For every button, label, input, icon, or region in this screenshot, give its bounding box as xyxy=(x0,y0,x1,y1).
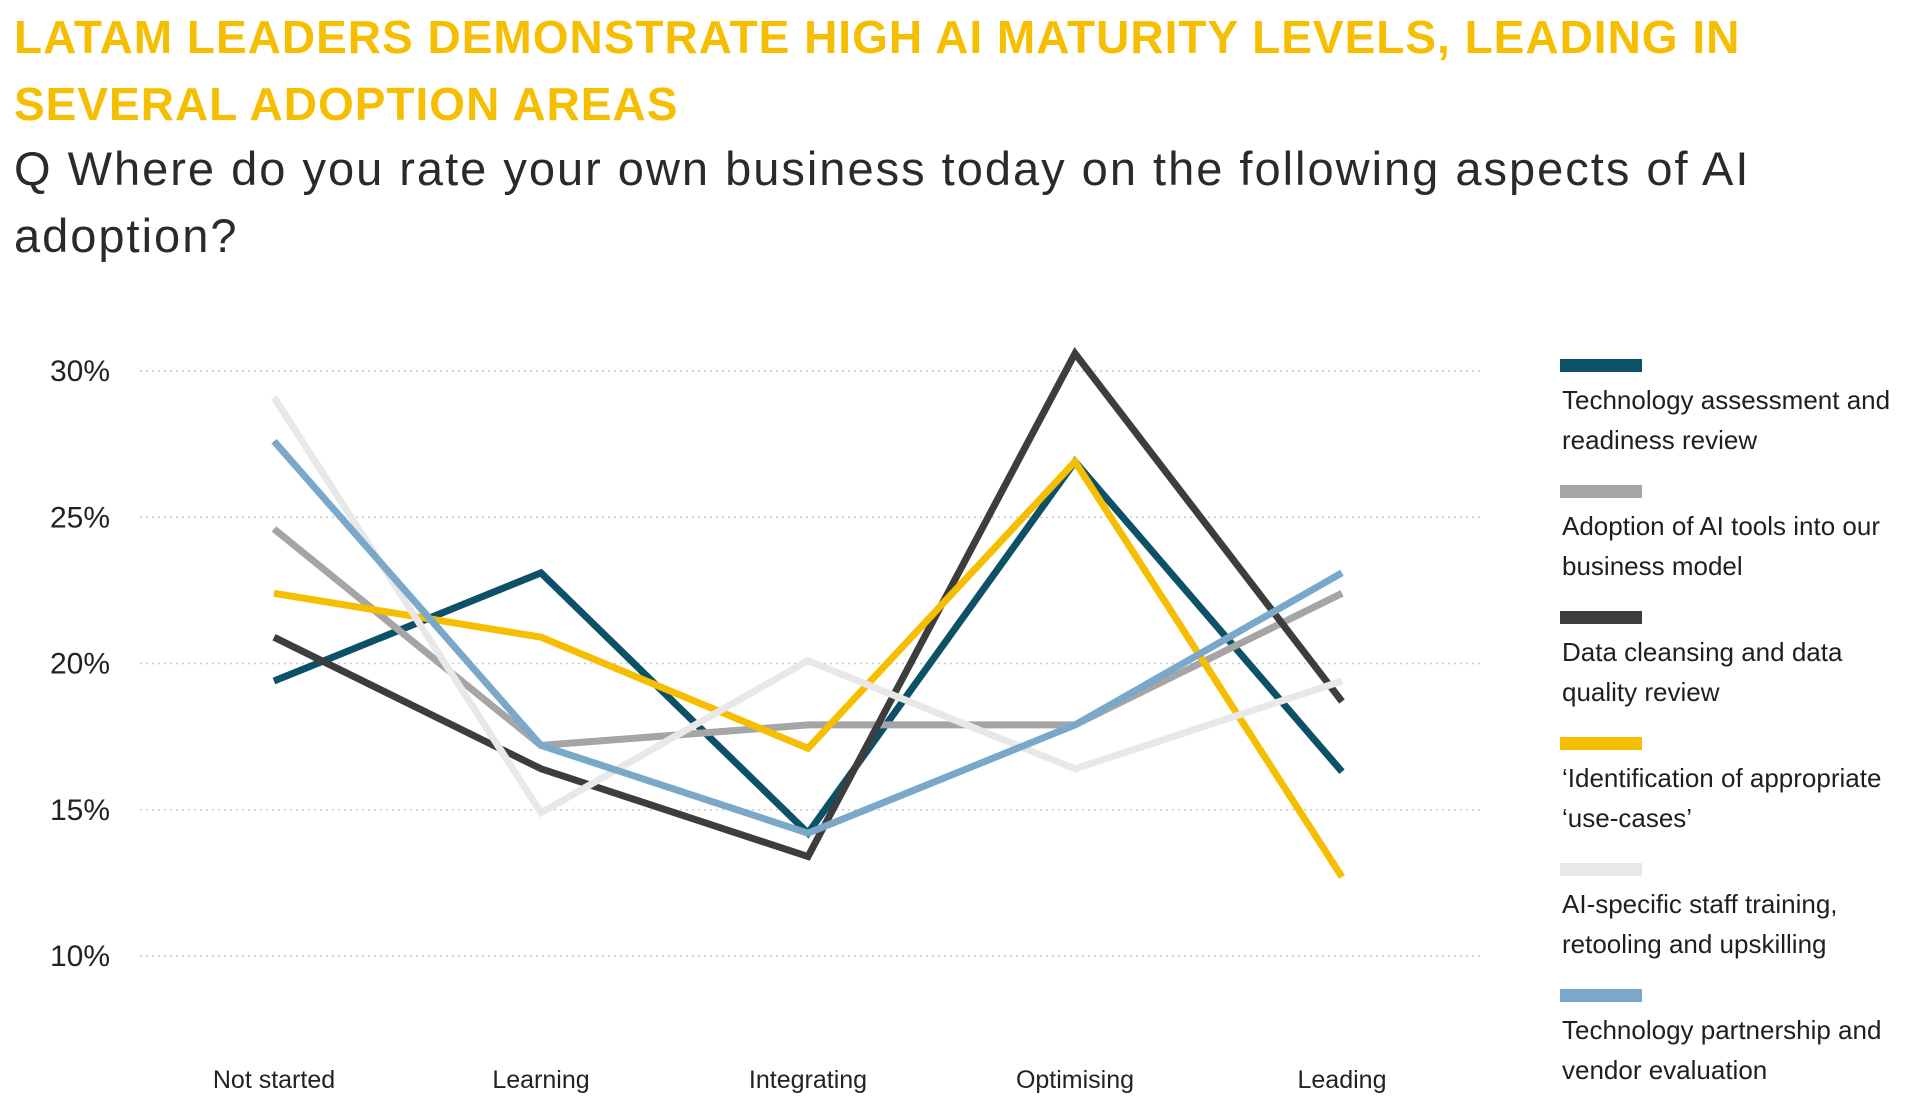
legend-item: Data cleansing and data quality review xyxy=(1560,608,1910,734)
series-line xyxy=(272,346,1345,861)
y-tick-label: 10% xyxy=(50,940,110,973)
legend-label: Data cleansing and data quality review xyxy=(1562,637,1843,707)
legend-swatch xyxy=(1560,989,1642,1002)
y-tick-label: 20% xyxy=(50,648,110,681)
x-tick-label: Optimising xyxy=(1016,1066,1134,1093)
question-subtitle: Q Where do you rate your own business to… xyxy=(14,142,1751,262)
legend-swatch xyxy=(1560,359,1642,372)
gridlines xyxy=(140,370,1480,957)
x-axis-tick-labels: Not started Learning Integrating Optimising… xyxy=(213,1066,1387,1093)
legend-item: Technology assessment and readiness revi… xyxy=(1560,356,1910,482)
legend-swatch xyxy=(1560,863,1642,876)
legend: Technology assessment and readiness revi… xyxy=(1560,356,1910,1112)
series-line xyxy=(271,395,1344,818)
legend-item: Technology partnership and vendor evalua… xyxy=(1560,986,1910,1112)
x-tick-label: Not started xyxy=(213,1066,335,1093)
headline: LATAM LEADERS DEMONSTRATE HIGH AI MATURI… xyxy=(14,11,1741,130)
legend-swatch xyxy=(1560,611,1642,624)
legend-label: Adoption of AI tools into our business m… xyxy=(1562,511,1880,581)
y-tick-label: 15% xyxy=(50,794,110,827)
legend-label: Technology assessment and readiness revi… xyxy=(1562,385,1891,455)
x-tick-label: Learning xyxy=(492,1066,589,1093)
legend-item: AI-specific staff training, retooling an… xyxy=(1560,860,1910,986)
y-axis-tick-labels: 10% 15% 20% 25% 30% xyxy=(50,355,110,973)
legend-item: ‘Identification of appropriate ‘use-case… xyxy=(1560,734,1910,860)
x-tick-label: Integrating xyxy=(749,1066,867,1093)
y-tick-label: 30% xyxy=(50,355,110,388)
legend-label: ‘Identification of appropriate ‘use-case… xyxy=(1562,763,1882,833)
series-line xyxy=(271,438,1344,837)
legend-label: AI-specific staff training, retooling an… xyxy=(1562,889,1838,959)
legend-label: Technology partnership and vendor evalua… xyxy=(1562,1015,1882,1085)
x-tick-label: Leading xyxy=(1298,1066,1387,1093)
legend-swatch xyxy=(1560,485,1642,498)
legend-swatch xyxy=(1560,737,1642,750)
series-line xyxy=(273,455,1345,879)
series-lines xyxy=(271,346,1345,879)
legend-item: Adoption of AI tools into our business m… xyxy=(1560,482,1910,608)
y-tick-label: 25% xyxy=(50,501,110,534)
